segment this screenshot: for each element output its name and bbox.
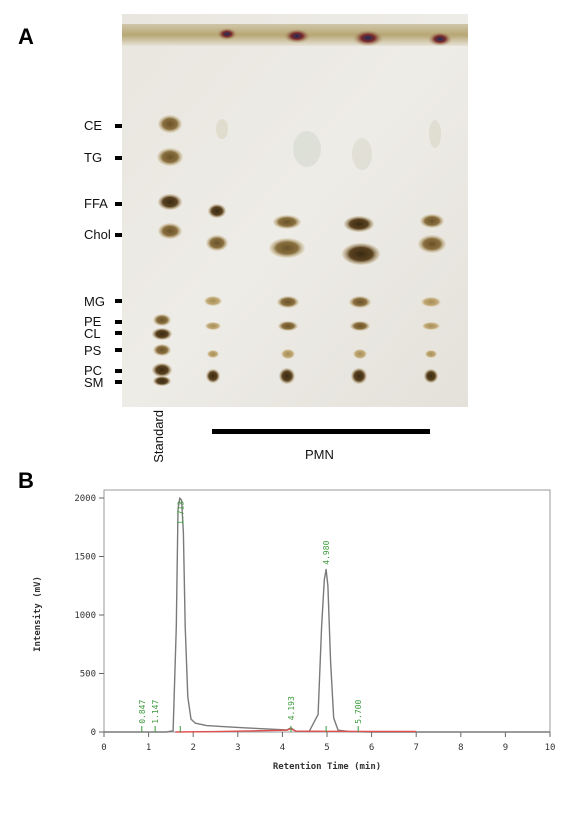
standard-lane-label: Standard bbox=[151, 410, 166, 463]
panel-b-letter: B bbox=[18, 468, 34, 493]
x-tick-label: 8 bbox=[458, 743, 463, 753]
x-tick-label: 6 bbox=[369, 743, 374, 753]
lipid-label-ps: PS bbox=[84, 343, 102, 358]
lipid-label-tg: TG bbox=[84, 150, 103, 165]
y-tick-label: 2000 bbox=[74, 494, 96, 504]
y-axis-label: Intensity (mV) bbox=[32, 576, 43, 652]
peak-label: 5.700 bbox=[354, 700, 363, 724]
lipid-label-ffa: FFA bbox=[84, 196, 108, 211]
panel-a-tlc: A CE TG FFA Chol MG PE CL PS PC SM bbox=[18, 14, 468, 463]
x-tick-label: 4 bbox=[280, 743, 285, 753]
peak-label: 1.713 bbox=[176, 501, 185, 525]
x-tick-label: 2 bbox=[190, 743, 195, 753]
pmn-lanes-label: PMN bbox=[305, 447, 334, 462]
lipid-label-chol: Chol bbox=[84, 227, 111, 242]
peak-label: 1.147 bbox=[151, 700, 160, 724]
y-tick-label: 500 bbox=[80, 670, 96, 680]
lipid-label-mg: MG bbox=[84, 294, 105, 309]
tlc-plate-image bbox=[122, 14, 468, 407]
y-tick-label: 1500 bbox=[74, 553, 96, 563]
y-tick-label: 0 bbox=[91, 728, 96, 738]
y-tick-label: 1000 bbox=[74, 611, 96, 621]
x-tick-label: 9 bbox=[503, 743, 508, 753]
lipid-label-pc: PC bbox=[84, 363, 103, 378]
pmn-lanes-bar bbox=[212, 429, 430, 434]
panel-a-letter: A bbox=[18, 24, 34, 49]
lipid-label-cl: CL bbox=[84, 326, 101, 341]
peak-label: 4.193 bbox=[287, 696, 296, 720]
x-tick-label: 10 bbox=[545, 743, 556, 753]
x-tick-label: 3 bbox=[235, 743, 240, 753]
x-tick-label: 0 bbox=[101, 743, 106, 753]
x-tick-label: 1 bbox=[146, 743, 151, 753]
x-tick-label: 5 bbox=[324, 743, 329, 753]
peak-label: 4.980 bbox=[322, 540, 331, 564]
plot-frame bbox=[103, 489, 551, 733]
plot-area: 0 1 2 3 4 5 6 7 8 9 10 0 500 1000 1500 2000 Retention Ti… bbox=[32, 489, 556, 772]
x-axis-label: Retention Time (min) bbox=[273, 761, 381, 772]
chromatogram-chart: 0 1 2 3 4 5 6 7 8 9 10 0 500 1000 1500 2000 Retention Ti… bbox=[32, 489, 556, 772]
panel-b-chromatogram: B 0 1 2 3 4 5 6 7 8 9 10 0 500 1000 1500 2000 Retention … bbox=[0, 468, 580, 808]
lipid-label-sm: SM bbox=[84, 375, 104, 390]
lipid-label-ce: CE bbox=[84, 118, 103, 133]
chromatogram-trace bbox=[104, 497, 550, 733]
x-tick-label: 7 bbox=[413, 743, 418, 753]
baseline-trace bbox=[175, 728, 417, 733]
lipid-label-pe: PE bbox=[84, 314, 102, 329]
peak-label: 0.847 bbox=[138, 700, 147, 724]
